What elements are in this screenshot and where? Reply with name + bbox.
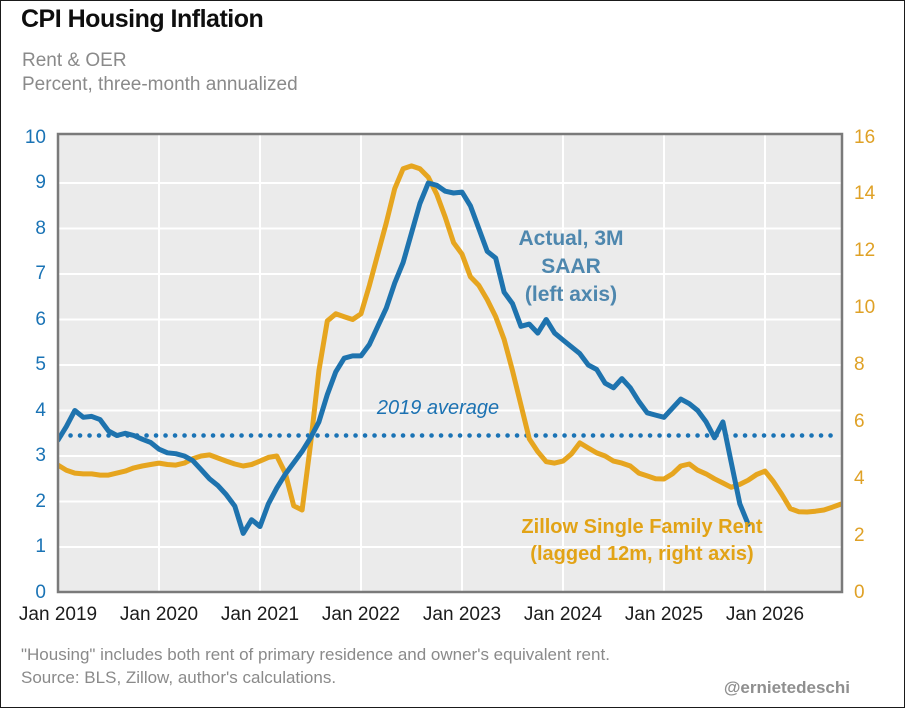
annotation-line: Actual, 3M bbox=[518, 227, 624, 250]
x-axis-tick-label: Jan 2025 bbox=[624, 604, 704, 625]
right-axis-tick-label: 2 bbox=[854, 524, 865, 546]
annotation-zillow-rent: Zillow Single Family Rent (lagged 12m, r… bbox=[447, 514, 837, 568]
x-axis-tick-label: Jan 2024 bbox=[523, 604, 603, 625]
right-axis-tick-label: 0 bbox=[854, 581, 865, 603]
x-axis-tick-label: Jan 2022 bbox=[321, 604, 401, 625]
annotation-actual-3m-saar: Actual, 3M SAAR (left axis) bbox=[461, 225, 681, 309]
left-axis-tick-label: 1 bbox=[35, 536, 46, 557]
x-axis-tick-label: Jan 2021 bbox=[220, 604, 300, 625]
left-axis-tick-label: 4 bbox=[35, 399, 46, 421]
plot-background bbox=[58, 134, 842, 592]
left-axis-tick-label: 2 bbox=[35, 490, 46, 512]
annotation-line: (lagged 12m, right axis) bbox=[530, 543, 754, 565]
x-axis-tick-label: Jan 2019 bbox=[18, 604, 98, 625]
chart-subtitle-units: Percent, three-month annualized bbox=[22, 74, 298, 95]
left-axis-tick-label: 5 bbox=[35, 354, 46, 375]
author-handle: @ernietedeschi bbox=[723, 678, 850, 697]
left-axis-tick-label: 8 bbox=[35, 217, 46, 239]
footnote-definition: "Housing" includes both rent of primary … bbox=[21, 645, 610, 664]
left-axis-tick-label: 6 bbox=[35, 308, 46, 330]
right-axis-tick-label: 16 bbox=[854, 126, 876, 148]
reference-line-label: 2019 average bbox=[376, 397, 500, 419]
right-axis-tick-label: 8 bbox=[854, 354, 865, 375]
right-axis-tick-label: 6 bbox=[854, 410, 865, 432]
annotation-line: (left axis) bbox=[524, 283, 618, 306]
left-axis-tick-label: 10 bbox=[24, 126, 46, 148]
plot-border bbox=[56, 132, 844, 594]
chart-title: CPI Housing Inflation bbox=[21, 5, 264, 33]
right-axis-tick-label: 14 bbox=[854, 183, 876, 205]
right-axis-tick-label: 10 bbox=[854, 297, 876, 319]
right-axis-tick-label: 4 bbox=[854, 467, 865, 489]
x-axis-tick-label: Jan 2026 bbox=[725, 604, 805, 625]
right-axis-tick-label: 12 bbox=[854, 240, 876, 262]
annotation-line: SAAR bbox=[541, 255, 601, 278]
left-axis-tick-label: 7 bbox=[35, 263, 46, 284]
annotation-line: Zillow Single Family Rent bbox=[521, 516, 763, 538]
x-axis-tick-label: Jan 2020 bbox=[119, 604, 199, 625]
footnote-source: Source: BLS, Zillow, author's calculatio… bbox=[21, 668, 337, 687]
chart-subtitle-series: Rent & OER bbox=[22, 50, 127, 71]
series-line-actual-saar bbox=[58, 180, 751, 536]
left-axis-tick-label: 9 bbox=[35, 172, 46, 193]
x-axis-tick-label: Jan 2023 bbox=[422, 604, 502, 625]
left-axis-tick-label: 3 bbox=[35, 445, 46, 466]
left-axis-tick-label: 0 bbox=[35, 581, 46, 603]
